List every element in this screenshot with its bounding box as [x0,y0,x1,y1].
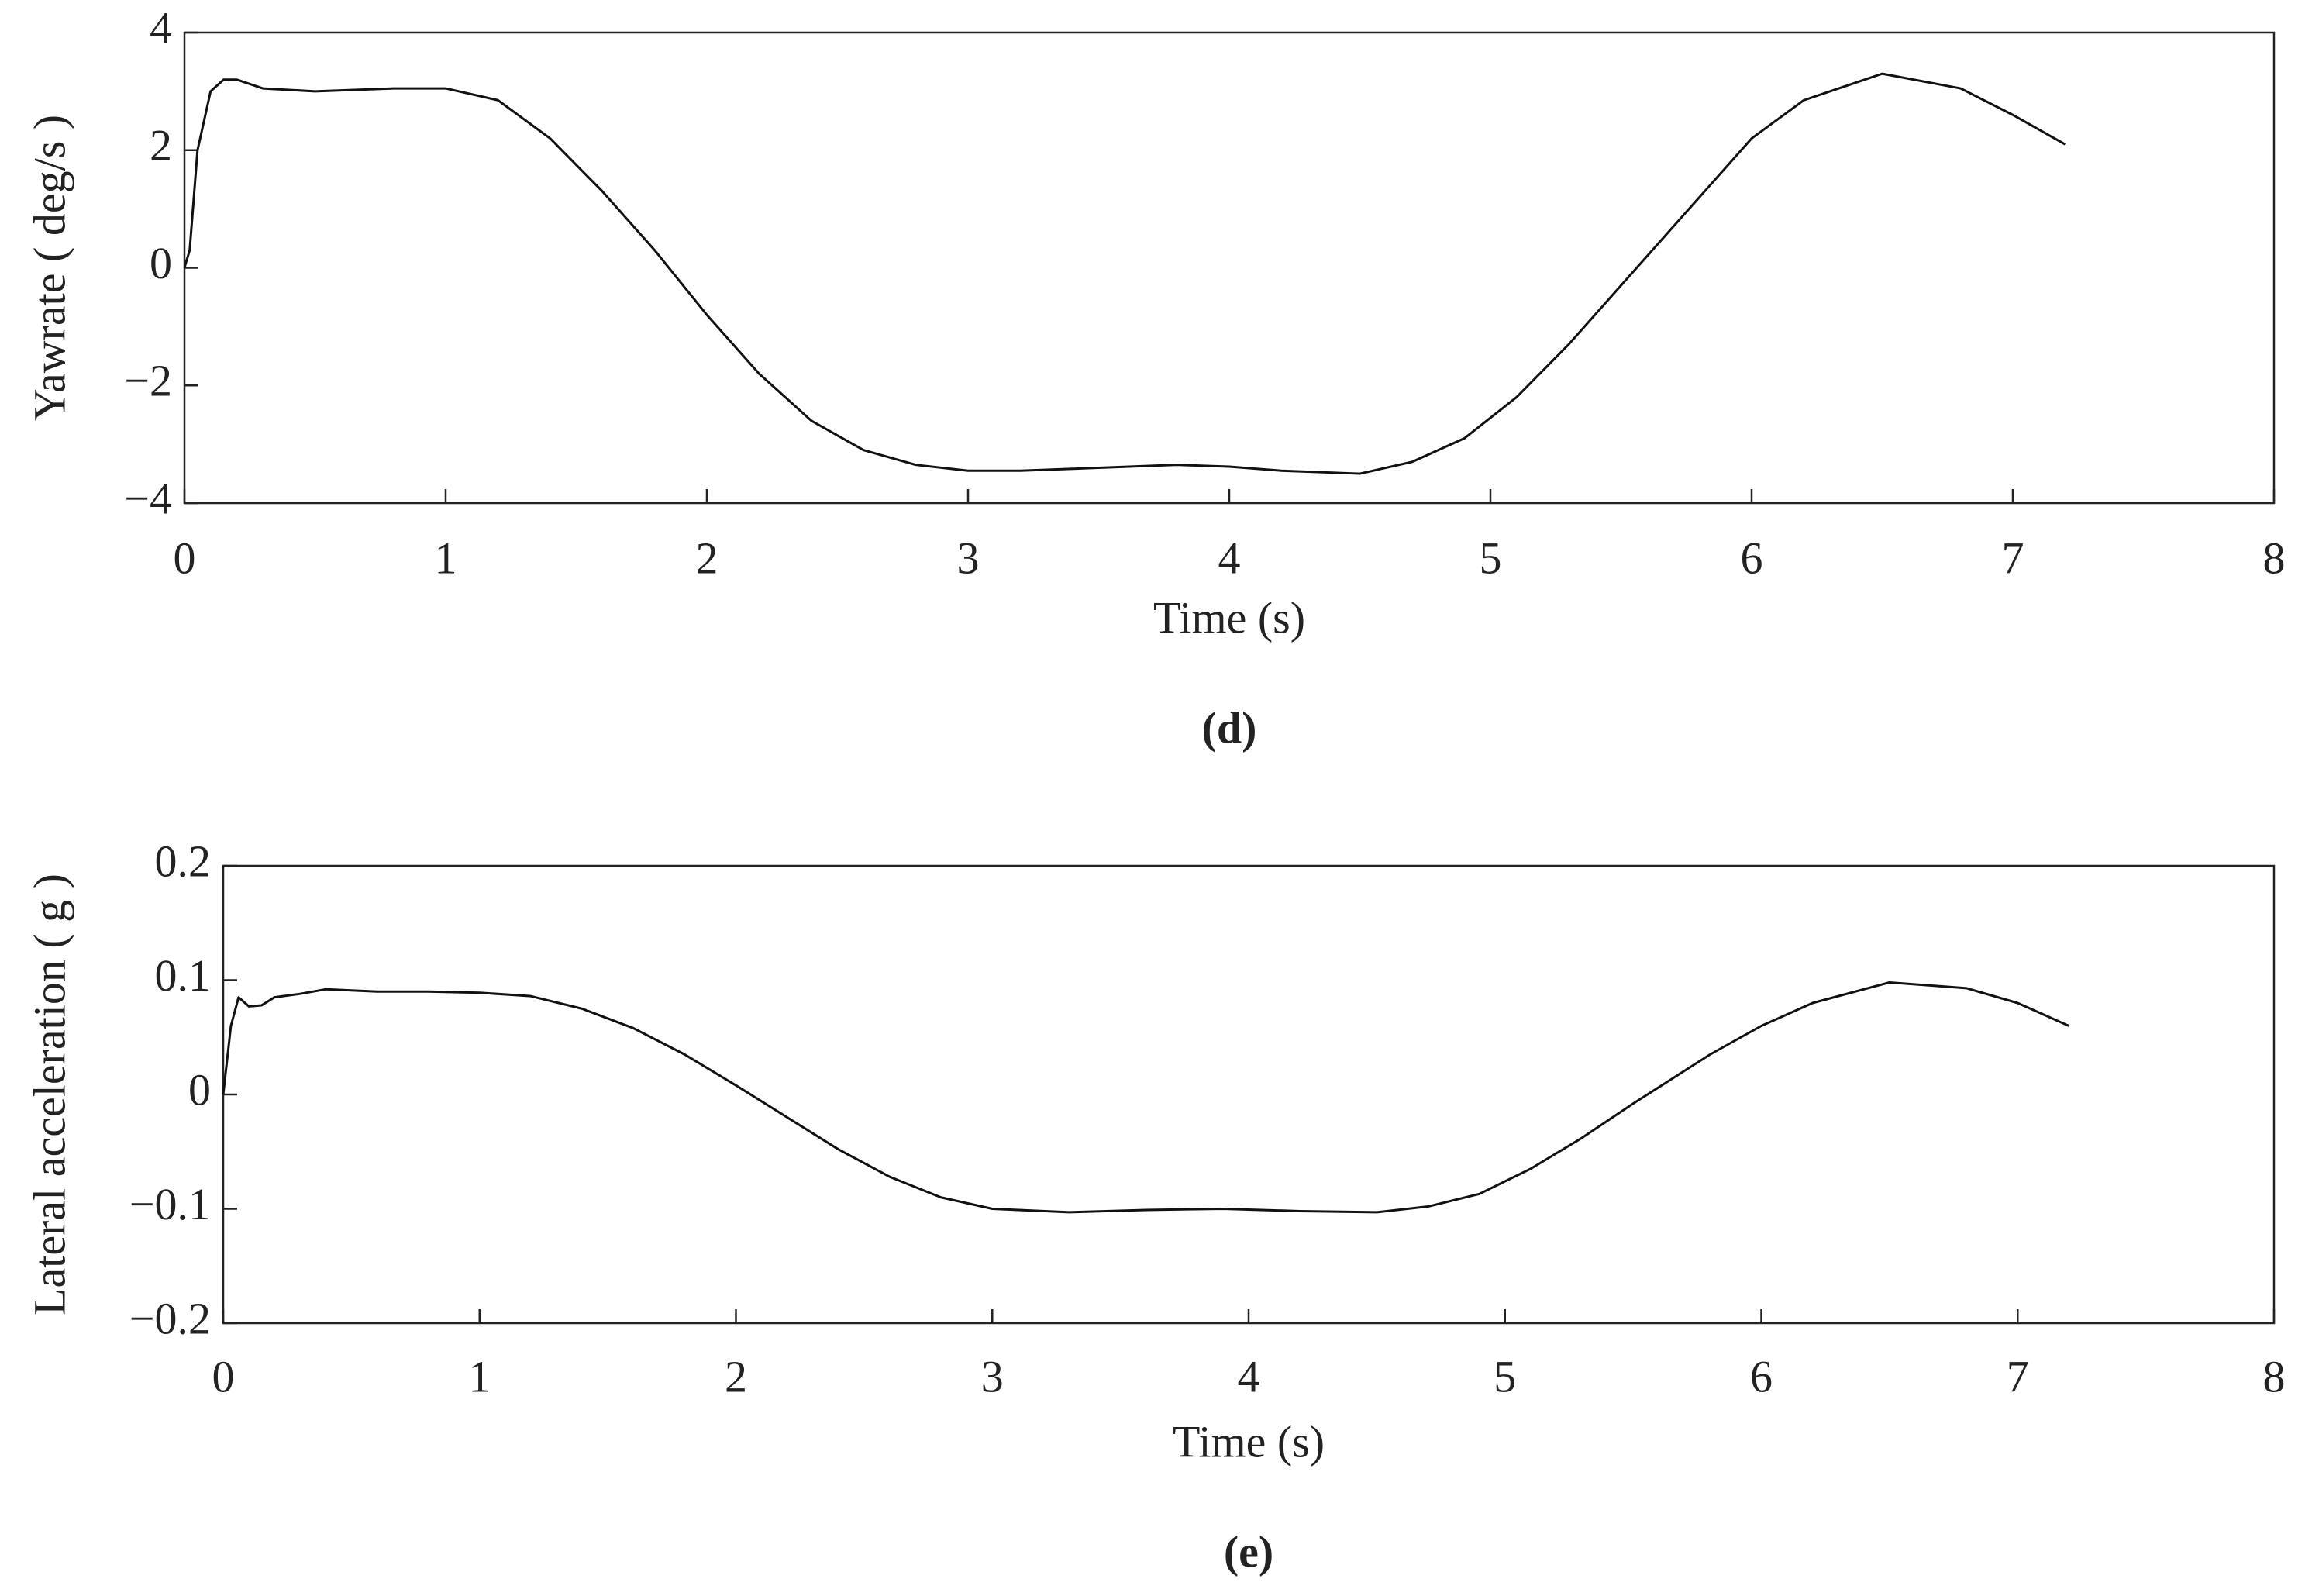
y-tick-label: 0 [150,238,172,288]
y-tick-label: −0.2 [129,1293,211,1343]
y-tick-label: 2 [150,120,172,171]
x-tick-label: 3 [957,533,980,583]
y-tick-label: −2 [124,356,172,406]
y-axis-label: Lateral acceleration ( g ) [24,874,74,1315]
x-tick-label: 0 [174,533,196,583]
x-tick-label: 8 [2263,1351,2286,1401]
x-tick-label: 5 [1494,1351,1516,1401]
y-tick-label: 4 [150,2,172,53]
y-tick-label: −0.1 [129,1179,211,1229]
y-tick-label: −4 [124,473,172,523]
x-tick-label: 6 [1741,533,1763,583]
x-tick-label: 6 [1750,1351,1773,1401]
caption: (e) [1224,1526,1273,1577]
x-axis-label: Time (s) [1173,1416,1325,1467]
plot-frame [183,31,2276,505]
y-axis-label: Yawrate ( deg/s ) [24,115,74,421]
data-line [222,981,2070,1214]
x-tick-label: 1 [468,1351,491,1401]
x-tick-label: 7 [2007,1351,2029,1401]
x-tick-label: 1 [435,533,457,583]
x-tick-label: 8 [2263,533,2286,583]
x-tick-label: 4 [1238,1351,1260,1401]
caption: (d) [1202,702,1257,753]
x-tick-label: 2 [696,533,718,583]
x-tick-label: 2 [725,1351,747,1401]
x-tick-label: 5 [1480,533,1502,583]
x-tick-label: 3 [981,1351,1004,1401]
plot-frame [222,864,2276,1325]
y-tick-label: 0.2 [155,836,212,886]
x-tick-label: 7 [2002,533,2024,583]
y-tick-label: 0 [188,1064,211,1115]
x-axis-label: Time (s) [1153,592,1305,643]
x-tick-label: 0 [212,1351,235,1401]
x-tick-label: 4 [1218,533,1241,583]
data-line [183,72,2066,475]
y-tick-label: 0.1 [155,950,212,1001]
